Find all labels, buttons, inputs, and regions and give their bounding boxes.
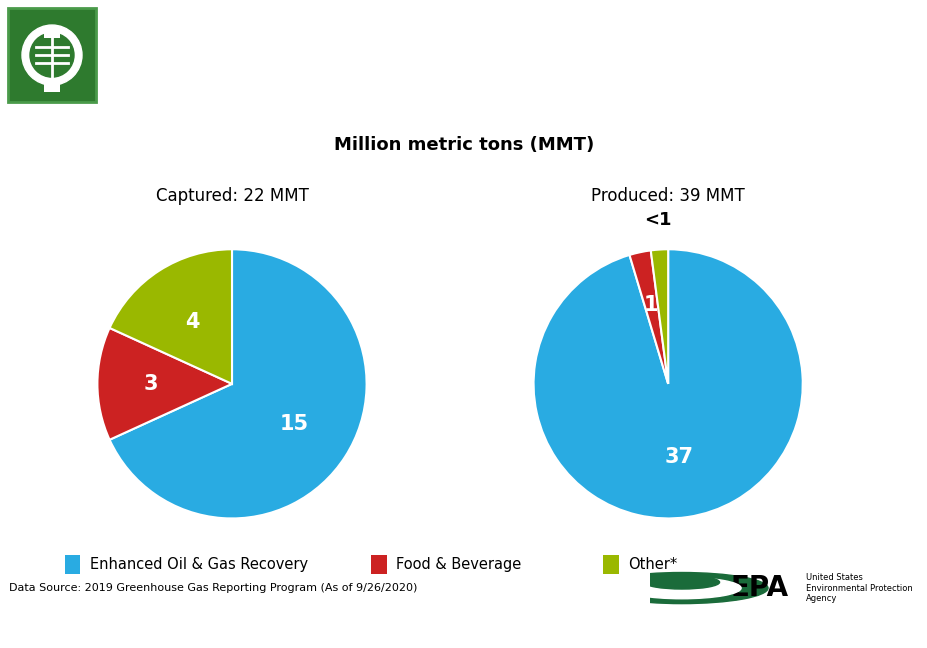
Text: Other*: Other* <box>627 557 677 572</box>
Text: EPA: EPA <box>730 574 788 602</box>
Bar <box>603 555 618 574</box>
Bar <box>44 28 60 38</box>
Text: Environmental Protection: Environmental Protection <box>805 584 911 592</box>
Text: Enhanced Oil & Gas Recovery: Enhanced Oil & Gas Recovery <box>90 557 308 572</box>
Text: 1: 1 <box>643 295 658 315</box>
Bar <box>65 555 81 574</box>
Text: Food & Beverage: Food & Beverage <box>396 557 520 572</box>
Circle shape <box>622 577 741 599</box>
Wedge shape <box>533 249 802 518</box>
Text: PRIMARY END USES FOR CO: PRIMARY END USES FOR CO <box>112 26 481 50</box>
Text: 3: 3 <box>144 374 159 394</box>
Wedge shape <box>109 249 232 384</box>
Circle shape <box>22 25 82 85</box>
Circle shape <box>643 575 718 589</box>
Text: Data Source: 2019 Greenhouse Gas Reporting Program (As of 9/26/2020): Data Source: 2019 Greenhouse Gas Reporti… <box>9 583 417 593</box>
Text: 15: 15 <box>279 414 309 434</box>
Bar <box>8 8 95 102</box>
Bar <box>44 82 60 92</box>
Text: Million metric tons (MMT): Million metric tons (MMT) <box>334 136 593 154</box>
Text: <1: <1 <box>643 211 670 229</box>
Wedge shape <box>629 250 667 384</box>
Text: United States: United States <box>805 573 861 582</box>
Text: 4: 4 <box>184 312 199 332</box>
Text: Captured: 22 MMT: Captured: 22 MMT <box>156 187 308 205</box>
Text: Produced: 39 MMT: Produced: 39 MMT <box>590 187 744 205</box>
Wedge shape <box>97 328 232 440</box>
Text: Agency: Agency <box>805 594 836 603</box>
Text: 2: 2 <box>670 39 681 54</box>
Circle shape <box>30 33 74 77</box>
Text: 37: 37 <box>664 447 692 467</box>
Bar <box>371 555 387 574</box>
Circle shape <box>595 573 768 604</box>
Text: (2019): (2019) <box>112 66 199 90</box>
Text: CAPTURED AND PRODUCED: CAPTURED AND PRODUCED <box>682 26 927 50</box>
Wedge shape <box>650 249 667 384</box>
Wedge shape <box>109 249 366 518</box>
